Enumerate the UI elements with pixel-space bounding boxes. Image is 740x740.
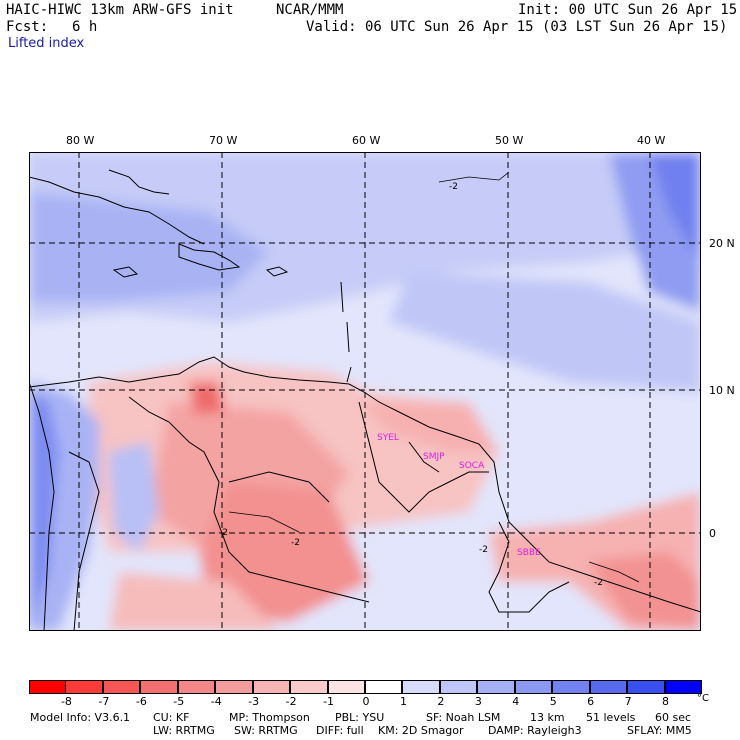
colorbar-swatch bbox=[252, 680, 291, 694]
info-lw: LW: RRTMG bbox=[153, 724, 215, 737]
colorbar-swatch bbox=[552, 680, 590, 694]
colorbar-tick-label: 1 bbox=[399, 695, 407, 708]
colorbar-tick-label: 3 bbox=[474, 695, 482, 708]
colorbar-swatch bbox=[29, 680, 67, 694]
contours bbox=[228, 171, 640, 583]
map-frame bbox=[29, 152, 701, 631]
lon-label-80w: 80 W bbox=[66, 134, 95, 147]
info-pbl: PBL: YSU bbox=[335, 711, 385, 724]
colorbar-swatch bbox=[514, 680, 553, 694]
colorbar-tick-label: 2 bbox=[437, 695, 445, 708]
station-soca: SOCA bbox=[459, 461, 485, 471]
lat-label-eq: 0 bbox=[709, 527, 716, 540]
colorbar-tick-label: -3 bbox=[248, 695, 260, 708]
lon-label-50w: 50 W bbox=[495, 134, 524, 147]
info-timestep: 60 sec bbox=[655, 711, 692, 724]
station-syel: SYEL bbox=[377, 433, 399, 443]
init-time: Init: 00 UTC Sun 26 Apr 15 bbox=[518, 2, 738, 18]
info-diff: DIFF: full bbox=[316, 724, 364, 737]
contour-labels: -2 -2 -2 -2 -2 bbox=[219, 182, 603, 588]
contour-label: -2 bbox=[479, 545, 488, 555]
colorbar-tick-label: -1 bbox=[323, 695, 335, 708]
colorbar-swatch bbox=[140, 680, 178, 694]
colorbar-swatch bbox=[177, 680, 216, 694]
contour-label: -2 bbox=[219, 528, 228, 538]
colorbar-swatch bbox=[102, 680, 141, 694]
colorbar-swatch bbox=[627, 680, 665, 694]
colorbar-tick-label: -4 bbox=[210, 695, 222, 708]
colorbar-swatch bbox=[439, 680, 478, 694]
contour-label: -2 bbox=[594, 578, 603, 588]
colorbar-tick-label: 7 bbox=[624, 695, 632, 708]
coastlines bbox=[29, 169, 701, 631]
colorbar-tick-label: 4 bbox=[512, 695, 520, 708]
field-name: Lifted index bbox=[8, 36, 85, 51]
colorbar-tick-label: -6 bbox=[135, 695, 147, 708]
graticule bbox=[29, 152, 701, 631]
field-shading bbox=[29, 152, 701, 631]
colorbar-tick-label: 6 bbox=[587, 695, 595, 708]
colorbar-tick-label: -7 bbox=[98, 695, 110, 708]
info-cu: CU: KF bbox=[153, 711, 190, 724]
stations: SYEL SMJP SOCA SBBE bbox=[377, 433, 541, 558]
colorbar-swatch bbox=[664, 680, 702, 694]
colorbar-swatch bbox=[365, 680, 403, 694]
info-sw: SW: RRTMG bbox=[234, 724, 298, 737]
colorbar-tick-label: 8 bbox=[662, 695, 670, 708]
info-version: Model Info: V3.6.1 bbox=[30, 711, 131, 724]
forecast-label: Fcst: bbox=[6, 19, 49, 35]
valid-time: Valid: 06 UTC Sun 26 Apr 15 (03 LST Sun … bbox=[306, 19, 728, 35]
colorbar-tick-label: 5 bbox=[549, 695, 557, 708]
org-label: NCAR/MMM bbox=[276, 2, 344, 18]
model-title: HAIC-HIWC 13km ARW-GFS init bbox=[6, 2, 234, 18]
lifted-index-map: -2 -2 -2 -2 -2 SYEL SMJP SOCA SBBE bbox=[29, 152, 701, 631]
colorbar-swatch bbox=[477, 680, 515, 694]
contour-label: -2 bbox=[449, 182, 458, 192]
colorbar-swatch bbox=[290, 680, 328, 694]
colorbar-tick-label: -2 bbox=[285, 695, 297, 708]
lon-label-40w: 40 W bbox=[637, 134, 666, 147]
lon-label-60w: 60 W bbox=[352, 134, 381, 147]
colorbar-swatch bbox=[327, 680, 365, 694]
forecast-hour: 6 h bbox=[72, 19, 98, 35]
info-sflay: SFLAY: MM5 bbox=[627, 724, 692, 737]
station-smjp: SMJP bbox=[423, 452, 445, 462]
lon-label-70w: 70 W bbox=[209, 134, 238, 147]
info-levels: 51 levels bbox=[586, 711, 636, 724]
colorbar-unit: °C bbox=[697, 693, 709, 704]
colorbar-tick-label: -8 bbox=[60, 695, 72, 708]
colorbar-tick-label: -5 bbox=[173, 695, 185, 708]
info-damp: DAMP: Rayleigh3 bbox=[488, 724, 582, 737]
colorbar-swatch bbox=[215, 680, 253, 694]
info-sf: SF: Noah LSM bbox=[426, 711, 501, 724]
station-sbbe: SBBE bbox=[517, 548, 541, 558]
info-mp: MP: Thompson bbox=[229, 711, 310, 724]
colorbar-tick-label: 0 bbox=[362, 695, 370, 708]
colorbar-swatch bbox=[589, 680, 628, 694]
lat-label-10n: 10 N bbox=[709, 384, 735, 397]
lat-label-20n: 20 N bbox=[709, 237, 735, 250]
info-km: KM: 2D Smagor bbox=[378, 724, 464, 737]
colorbar bbox=[29, 680, 703, 694]
contour-label: -2 bbox=[291, 538, 300, 548]
info-resolution: 13 km bbox=[530, 711, 565, 724]
colorbar-swatch bbox=[402, 680, 440, 694]
colorbar-swatch bbox=[65, 680, 103, 694]
